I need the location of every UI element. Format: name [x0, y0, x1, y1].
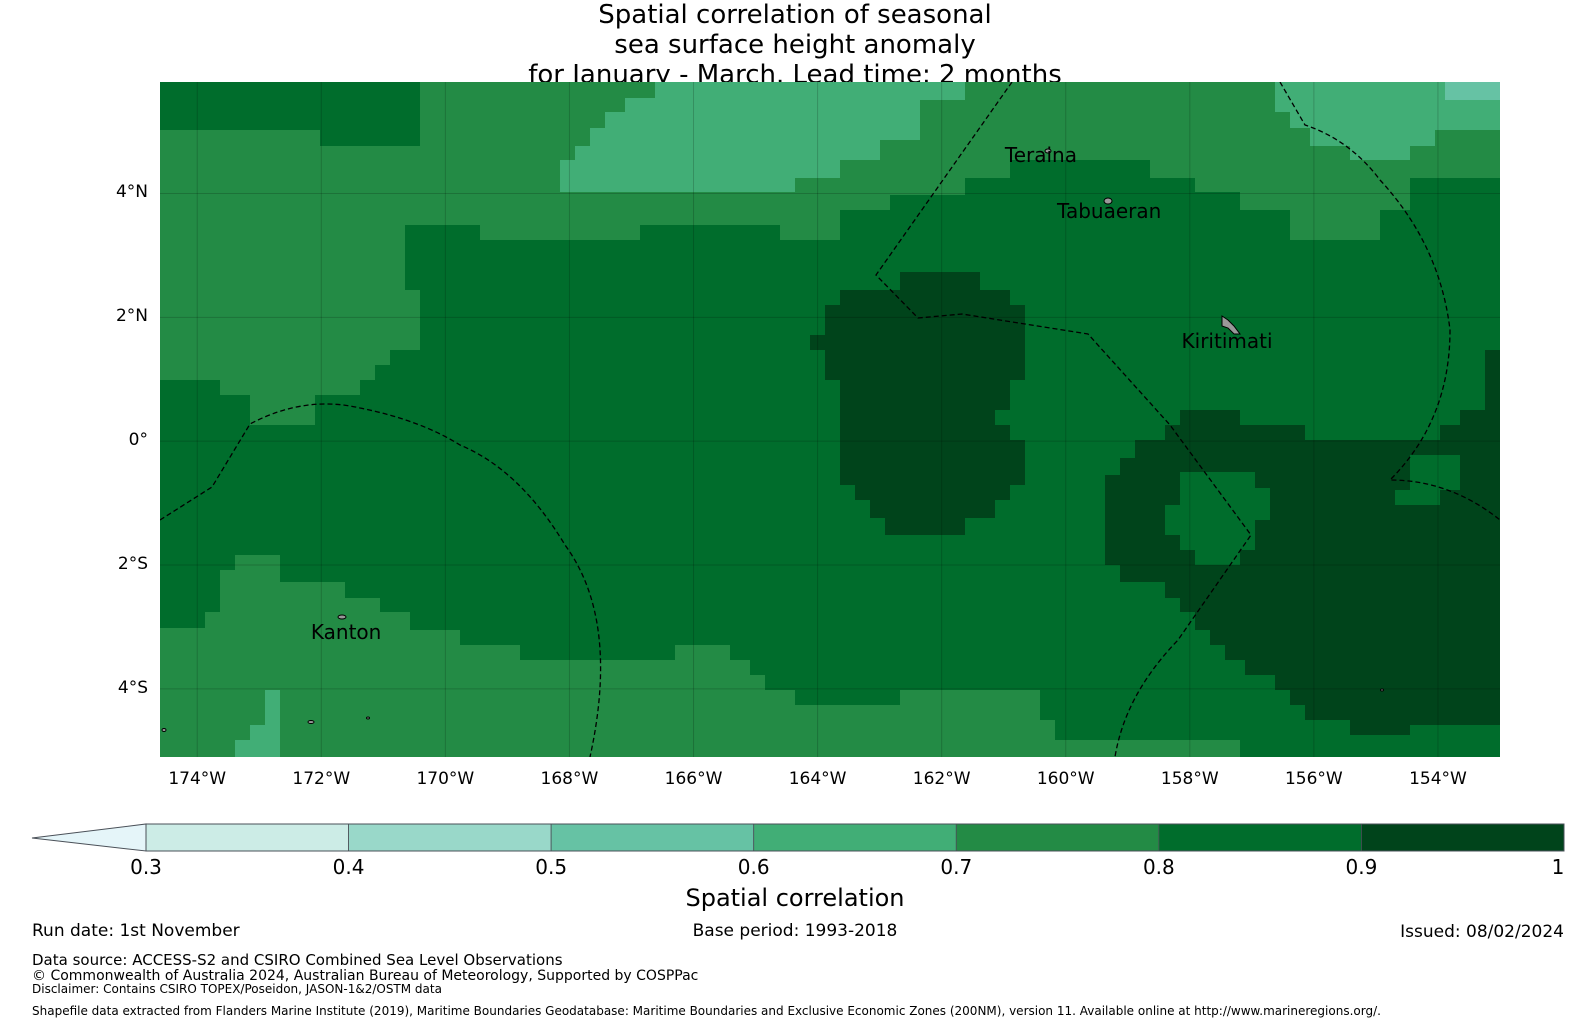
- place-label-kanton: Kanton: [310, 620, 382, 645]
- colorbar-tick-label: 1: [1551, 855, 1565, 879]
- colorbar-outline: [145, 823, 1565, 852]
- colorbar-tick-label: 0.9: [1345, 855, 1378, 879]
- lon-label: 164°W: [788, 769, 847, 789]
- lon-label: 158°W: [1160, 769, 1219, 789]
- lon-label: 160°W: [1036, 769, 1095, 789]
- lon-label: 166°W: [664, 769, 723, 789]
- lat-label: 4°N: [115, 182, 148, 203]
- run-date: Run date: 1st November: [32, 921, 240, 941]
- correlation-map: [160, 82, 1500, 757]
- base-period: Base period: 1993-2018: [692, 921, 898, 941]
- issued-date: Issued: 08/02/2024: [1400, 922, 1564, 942]
- region-0.6-0.7-north: [560, 82, 965, 192]
- lat-label: 2°S: [117, 554, 148, 575]
- lon-label: 174°W: [168, 769, 227, 789]
- island-kanton: [337, 614, 347, 620]
- copyright: © Commonwealth of Australia 2024, Austra…: [32, 968, 699, 984]
- place-label-tabuaeran: Tabuaeran: [1057, 199, 1162, 224]
- colorbar-swatch: [1158, 823, 1362, 852]
- region-0.6-0.7-ne: [1275, 82, 1500, 160]
- data-source: Data source: ACCESS-S2 and CSIRO Combine…: [32, 951, 563, 969]
- eez-boundary-kanton: [160, 403, 602, 757]
- title-line-1: Spatial correlation of seasonal: [598, 0, 992, 30]
- lon-label: 172°W: [292, 769, 351, 789]
- lon-label: 156°W: [1284, 769, 1343, 789]
- eez-boundary-kiritimati: [1279, 82, 1500, 521]
- region-0.8-0.9-notch: [1395, 455, 1460, 505]
- region-0.8-0.9-hole: [1165, 472, 1270, 565]
- colorbar-extend-triangle: [31, 823, 147, 852]
- colorbar-swatch: [753, 823, 957, 852]
- colorbar-swatch: [550, 823, 755, 852]
- disclaimer: Disclaimer: Contains CSIRO TOPEX/Poseido…: [32, 982, 442, 996]
- island-tabuaeran: [1103, 197, 1113, 205]
- lon-label: 162°W: [912, 769, 971, 789]
- colorbar-tick-label: 0.5: [535, 855, 568, 879]
- region-0.6-0.7-sw: [235, 690, 280, 757]
- eez-boundary-line-islands: [875, 82, 1252, 757]
- colorbar-swatch: [955, 823, 1160, 852]
- graticule: [160, 82, 1500, 757]
- island-kiritimati: [1221, 315, 1241, 335]
- lat-label: 2°N: [115, 306, 148, 327]
- island-small-3: [1380, 688, 1384, 692]
- place-label-teraina: Teraina: [1004, 143, 1077, 168]
- colorbar-swatch: [1361, 823, 1565, 852]
- place-label-kiritimati: Kiritimati: [1181, 329, 1273, 354]
- island-small-4: [161, 728, 167, 732]
- colorbar-tick-label: 0.8: [1142, 855, 1175, 879]
- colorbar: [31, 823, 1565, 852]
- lat-label: 4°S: [117, 677, 148, 698]
- lon-label: 154°W: [1409, 769, 1467, 789]
- colorbar-tick-label: 0.7: [940, 855, 973, 879]
- colorbar-swatch: [145, 823, 349, 852]
- colorbar-label: Spatial correlation: [685, 884, 905, 912]
- title-line-2: sea surface height anomaly: [614, 30, 976, 60]
- region-0.9-1-central: [810, 272, 1025, 535]
- islands: [161, 148, 1384, 732]
- lat-label: 0°: [128, 430, 148, 451]
- eez-boundaries: [160, 82, 1500, 757]
- colorbar-tick-label: 0.6: [737, 855, 770, 879]
- lon-label: 170°W: [416, 769, 475, 789]
- island-teraina: [1044, 148, 1052, 154]
- colorbar-tick-label: 0.4: [332, 855, 365, 879]
- colorbar-swatch: [348, 823, 552, 852]
- shapefile-credit: Shapefile data extracted from Flanders M…: [32, 1004, 1381, 1018]
- region-0.9-1-southeast: [1105, 350, 1500, 735]
- lon-label: 168°W: [540, 769, 599, 789]
- region-0.5-0.6-ne: [1445, 82, 1500, 100]
- island-small-2: [366, 716, 370, 720]
- island-small-1: [307, 720, 315, 724]
- colorbar-tick-label: 0.3: [130, 855, 162, 879]
